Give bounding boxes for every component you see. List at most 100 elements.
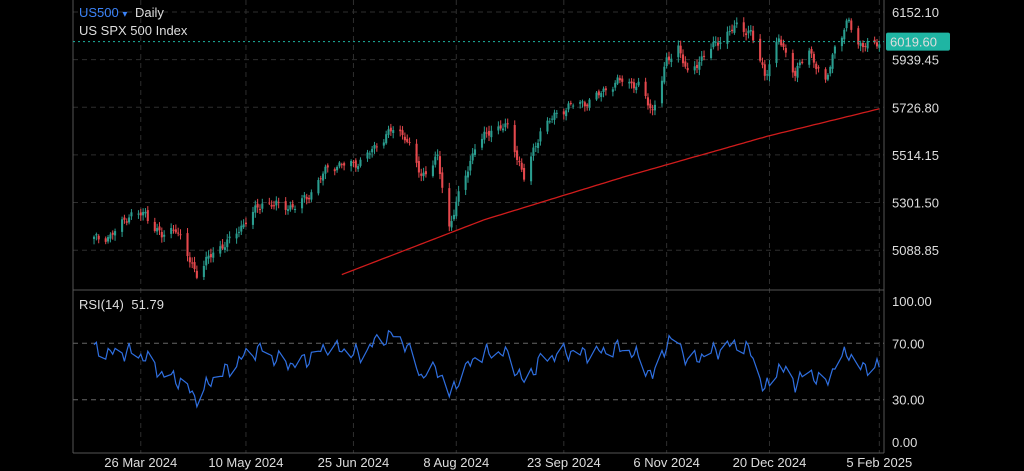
candle: [385, 130, 388, 145]
symbol-selector[interactable]: US500 ▾: [79, 5, 127, 20]
candle-body: [681, 54, 685, 64]
candle: [272, 200, 276, 210]
candle: [357, 163, 360, 172]
candle-body: [95, 234, 98, 236]
candle-body: [684, 61, 687, 67]
candle-body: [850, 20, 853, 30]
candle-body: [801, 61, 804, 64]
candle: [731, 24, 734, 34]
candle: [490, 125, 493, 143]
candle-body: [193, 262, 196, 270]
candle: [170, 223, 173, 239]
candle: [745, 28, 748, 41]
candle: [223, 241, 226, 253]
candle: [611, 86, 614, 97]
candle: [831, 53, 834, 74]
candle: [104, 236, 107, 245]
candle: [635, 83, 638, 94]
candle: [417, 156, 420, 178]
candle-body: [436, 154, 439, 156]
candle-body: [438, 156, 441, 174]
candle-body: [368, 153, 371, 155]
candle: [850, 18, 853, 33]
time-tick-label: 25 Jun 2024: [318, 455, 390, 470]
candle-body: [698, 61, 701, 70]
candle: [289, 201, 292, 212]
candle-body: [457, 191, 460, 202]
candle: [532, 143, 535, 161]
candle-body: [473, 149, 477, 155]
candle-body: [308, 197, 311, 200]
candle-body: [602, 88, 605, 92]
rsi-header: RSI(14) 51.79: [79, 297, 164, 312]
candle: [441, 167, 444, 194]
candle-body: [109, 234, 112, 239]
price-tick-label: 5301.50: [892, 196, 939, 211]
candle-body: [677, 45, 680, 58]
candle: [125, 218, 128, 226]
candle-body: [256, 203, 259, 208]
candle: [796, 62, 799, 83]
candle: [139, 208, 142, 221]
chevron-down-icon[interactable]: ▾: [122, 9, 128, 20]
candle-body: [324, 166, 327, 174]
candle-body: [546, 120, 549, 132]
candle-body: [107, 237, 110, 242]
candle: [747, 25, 750, 39]
candle: [759, 34, 762, 63]
candle: [632, 78, 635, 93]
candle-body: [796, 65, 799, 78]
candle-body: [219, 246, 222, 254]
candle-body: [401, 130, 404, 136]
candle: [499, 120, 502, 131]
candle-body: [501, 128, 505, 131]
candle: [551, 115, 554, 123]
candle-body: [548, 121, 551, 123]
candle-body: [153, 221, 156, 231]
candle: [501, 123, 505, 133]
candle: [275, 196, 278, 211]
candle: [207, 250, 210, 264]
candle-body: [275, 200, 278, 206]
candle: [389, 123, 392, 136]
candle-body: [878, 44, 881, 48]
candle: [128, 214, 131, 225]
candle: [646, 93, 649, 110]
candle-body: [226, 239, 229, 248]
interval-label[interactable]: Daily: [135, 5, 164, 20]
candle: [677, 40, 680, 63]
candle-body: [179, 234, 182, 236]
price-tick-label: 5514.15: [892, 148, 939, 163]
candle-body: [261, 203, 264, 209]
candle-body: [749, 30, 752, 32]
candle-body: [480, 138, 484, 148]
candle-body: [857, 28, 860, 45]
candle-body: [310, 192, 313, 200]
candle: [660, 76, 664, 107]
candle: [401, 126, 404, 140]
candle-body: [808, 50, 811, 65]
candle-body: [611, 89, 614, 92]
candle-body: [123, 217, 126, 220]
candle-body: [565, 110, 568, 117]
candle: [597, 89, 600, 99]
candle-body: [450, 221, 453, 228]
candle-body: [336, 166, 339, 171]
candle-body: [618, 78, 621, 81]
symbol-name[interactable]: US500: [79, 5, 119, 20]
candle: [205, 251, 208, 270]
candle-body: [237, 231, 240, 233]
candle: [714, 36, 717, 47]
candle-body: [268, 202, 271, 204]
candle-body: [464, 175, 467, 190]
candle-body: [121, 219, 124, 232]
candle: [562, 108, 565, 120]
rsi-tick-label: 70.00: [892, 336, 925, 351]
candle: [621, 75, 624, 87]
candle: [146, 206, 149, 224]
candle-body: [747, 30, 750, 34]
candle: [130, 209, 133, 220]
candle: [572, 103, 575, 109]
candle: [581, 99, 584, 108]
